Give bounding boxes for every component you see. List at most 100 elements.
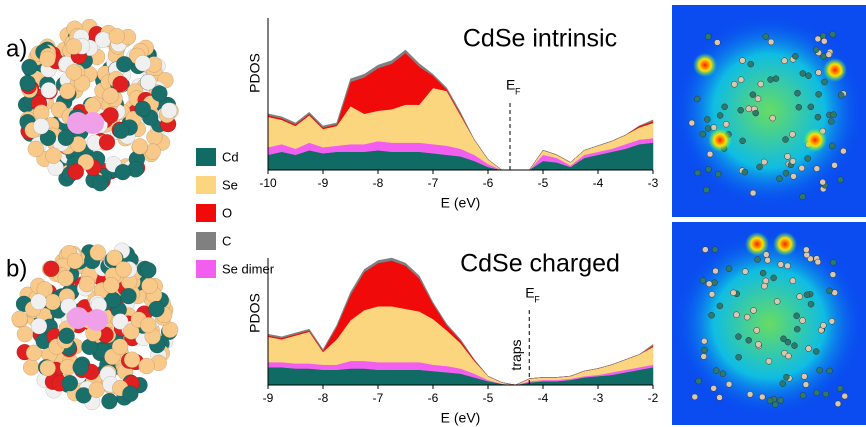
- atom: [40, 82, 58, 99]
- fermi-label: E: [525, 285, 534, 301]
- lattice-atom: [704, 116, 711, 123]
- fermi-subscript: F: [515, 86, 521, 96]
- atom: [108, 28, 126, 45]
- lattice-atom: [757, 80, 765, 88]
- lattice-atom: [791, 342, 798, 349]
- atom: [39, 50, 56, 68]
- lattice-atom: [837, 176, 844, 183]
- lattice-atom: [737, 106, 744, 114]
- atom: [19, 74, 36, 92]
- x-tick-label: -3: [593, 391, 604, 405]
- x-tick-label: -4: [593, 176, 604, 190]
- lattice-atom: [735, 353, 742, 361]
- lattice-atom: [794, 89, 801, 97]
- atom: [112, 122, 130, 139]
- atom: [45, 147, 62, 164]
- atom: [106, 249, 123, 267]
- atom: [140, 316, 157, 334]
- lattice-atom: [713, 367, 720, 374]
- lattice-atom: [841, 392, 849, 400]
- legend-label: O: [222, 205, 232, 220]
- density-hotspot: [773, 232, 797, 256]
- lattice-atom: [803, 291, 811, 299]
- atom: [59, 82, 76, 100]
- lattice-atom: [750, 307, 757, 314]
- density-glow: [675, 15, 863, 207]
- lattice-atom: [819, 178, 826, 186]
- lattice-atom: [805, 72, 812, 79]
- lattice-atom: [714, 39, 721, 46]
- atom: [30, 317, 48, 335]
- lattice-atom: [741, 168, 749, 176]
- lattice-atom: [700, 353, 707, 360]
- lattice-atom: [801, 373, 808, 380]
- atom: [122, 385, 139, 403]
- atom: [120, 287, 137, 305]
- lattice-atom: [784, 153, 791, 160]
- lattice-atom: [777, 261, 785, 268]
- y-axis-label: PDOS: [247, 293, 263, 333]
- x-tick-label: -2: [648, 391, 659, 405]
- lattice-atom: [820, 322, 827, 329]
- lattice-atom: [836, 385, 844, 392]
- y-axis-label: PDOS: [247, 53, 263, 93]
- lattice-atom: [813, 165, 821, 172]
- lattice-atom: [834, 400, 842, 408]
- atom: [102, 87, 119, 104]
- atom: [27, 140, 45, 158]
- lattice-atom: [746, 391, 754, 398]
- x-tick-label: -6: [428, 391, 439, 405]
- lattice-atom: [799, 392, 807, 399]
- lattice-atom: [749, 189, 757, 197]
- lattice-atom: [754, 256, 761, 263]
- lattice-atom: [802, 381, 810, 388]
- legend-swatch: [196, 148, 216, 166]
- lattice-atom: [830, 111, 837, 118]
- lattice-atom: [799, 70, 807, 77]
- lattice-atom: [731, 81, 738, 88]
- se-dimer-atom: [67, 307, 89, 329]
- atom: [148, 300, 165, 318]
- lattice-atom: [755, 341, 762, 348]
- atom: [67, 163, 85, 181]
- se-dimer-atom: [86, 309, 108, 331]
- density-hotspot: [708, 128, 732, 152]
- lattice-atom: [745, 105, 753, 112]
- lattice-atom: [761, 158, 768, 166]
- atom: [73, 75, 91, 92]
- lattice-atom: [782, 136, 789, 143]
- lattice-atom: [821, 37, 828, 45]
- lattice-atom: [702, 246, 709, 253]
- lattice-atom: [701, 337, 708, 345]
- x-tick-label: -6: [483, 176, 494, 190]
- density-hotspot: [745, 232, 769, 256]
- lattice-atom: [785, 352, 792, 360]
- lattice-atom: [721, 103, 728, 111]
- lattice-atom: [754, 95, 762, 103]
- atom: [139, 73, 157, 91]
- lattice-atom: [831, 162, 838, 169]
- lattice-atom: [739, 57, 746, 64]
- lattice-atom: [749, 91, 757, 98]
- lattice-atom: [759, 393, 766, 401]
- atom: [104, 291, 122, 309]
- lattice-atom: [790, 173, 797, 180]
- atom: [123, 351, 141, 368]
- lattice-atom: [725, 265, 733, 272]
- lattice-atom: [840, 147, 847, 155]
- lattice-atom: [694, 95, 701, 103]
- lattice-atom: [826, 287, 833, 295]
- atom: [94, 31, 112, 49]
- lattice-atom: [812, 348, 820, 355]
- lattice-atom: [782, 170, 790, 177]
- atom: [131, 138, 149, 155]
- x-tick-label: -8: [373, 176, 384, 190]
- atom: [78, 275, 96, 293]
- lattice-atom: [784, 262, 791, 270]
- lattice-atom: [711, 246, 719, 253]
- atom: [138, 357, 155, 375]
- lattice-atom: [828, 318, 836, 325]
- atom: [141, 277, 158, 295]
